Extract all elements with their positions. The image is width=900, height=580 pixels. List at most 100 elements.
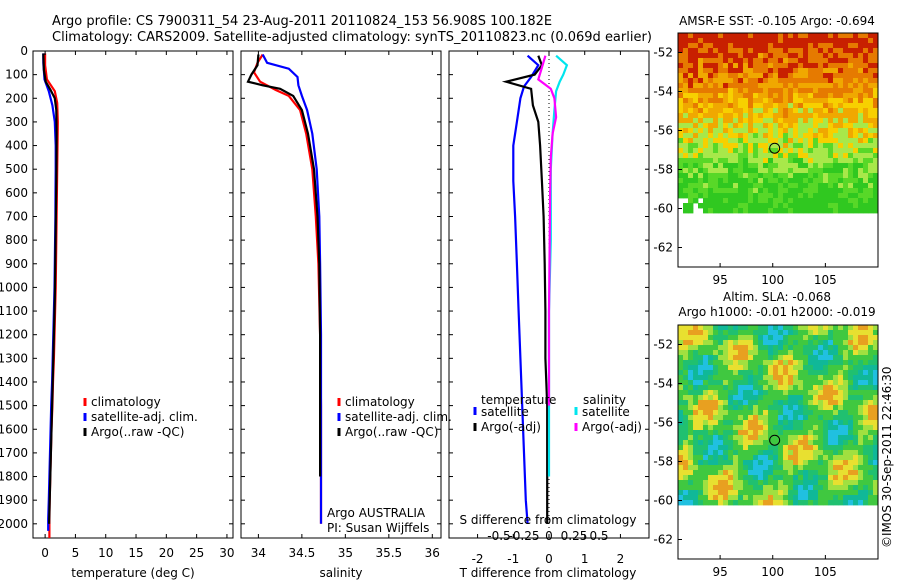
map-cell	[828, 500, 834, 506]
map-cell	[818, 340, 824, 346]
map-cell	[728, 370, 734, 376]
map-cell	[793, 470, 799, 476]
map-cell	[793, 128, 799, 134]
map-cell	[718, 365, 724, 371]
map-cell	[873, 345, 879, 351]
map-cell	[778, 193, 784, 199]
map-cell	[783, 103, 789, 109]
map-cell	[683, 43, 689, 49]
map-cell	[763, 148, 769, 154]
map-cell	[678, 158, 684, 164]
map-cell	[698, 385, 704, 391]
map-cell	[833, 43, 839, 49]
map-cell	[708, 345, 714, 351]
map-cell	[738, 375, 744, 381]
map-cell	[768, 335, 774, 341]
credit-label: ©IMOS 30-Sep-2011 22:46:30	[880, 366, 894, 548]
map-cell	[838, 183, 844, 189]
map-cell	[803, 485, 809, 491]
map-cell	[843, 335, 849, 341]
map-cell	[838, 148, 844, 154]
map-cell	[798, 163, 804, 169]
map-cell	[853, 415, 859, 421]
map-cell	[763, 445, 769, 451]
map-cell	[783, 168, 789, 174]
map-cell	[873, 68, 879, 74]
map-cell	[758, 490, 764, 496]
map-cell	[753, 118, 759, 124]
map-cell	[743, 143, 749, 149]
map-cell	[748, 480, 754, 486]
map-cell	[743, 103, 749, 109]
map-cell	[833, 350, 839, 356]
map-cell	[858, 113, 864, 119]
map-cell	[733, 98, 739, 104]
map-cell	[803, 400, 809, 406]
map-cell	[693, 370, 699, 376]
map-cell	[828, 163, 834, 169]
map-cell	[753, 475, 759, 481]
map-cell	[743, 53, 749, 59]
map-cell	[818, 500, 824, 506]
map-cell	[683, 330, 689, 336]
map-cell	[788, 173, 794, 179]
map-cell	[743, 340, 749, 346]
map-cell	[748, 475, 754, 481]
map-cell	[858, 208, 864, 214]
map-cell	[823, 345, 829, 351]
map-cell	[708, 395, 714, 401]
map-cell	[813, 98, 819, 104]
map-cell	[848, 325, 854, 331]
map-cell	[763, 193, 769, 199]
map-cell	[678, 68, 684, 74]
map-cell	[763, 48, 769, 54]
map-cell	[853, 118, 859, 124]
map-cell	[853, 490, 859, 496]
legend-label: Argo(-adj)	[481, 420, 541, 434]
map-cell	[723, 88, 729, 94]
map-cell	[863, 450, 869, 456]
map-cell	[753, 445, 759, 451]
map-cell	[773, 173, 779, 179]
map-cell	[803, 188, 809, 194]
map-cell	[813, 385, 819, 391]
map-cell	[873, 83, 879, 89]
map-cell	[828, 430, 834, 436]
map-cell	[748, 395, 754, 401]
map-cell	[838, 128, 844, 134]
map-cell	[853, 495, 859, 501]
map-cell	[863, 118, 869, 124]
map-cell	[783, 455, 789, 461]
map-cell	[848, 173, 854, 179]
map-cell	[873, 43, 879, 49]
map-cell	[858, 455, 864, 461]
map-cell	[703, 148, 709, 154]
map-cell	[698, 153, 704, 159]
map-cell	[853, 485, 859, 491]
map-cell	[788, 460, 794, 466]
map-cell	[798, 465, 804, 471]
sst-map-frame	[677, 32, 879, 268]
map-cell	[793, 325, 799, 331]
map-cell	[803, 163, 809, 169]
map-cell	[728, 183, 734, 189]
map-cell	[833, 198, 839, 204]
argo-location-marker	[769, 434, 781, 446]
map-cell	[713, 450, 719, 456]
map-cell	[828, 203, 834, 209]
map-cell	[813, 340, 819, 346]
map-cell	[858, 470, 864, 476]
map-cell	[823, 153, 829, 159]
map-cell	[848, 460, 854, 466]
map-cell	[783, 330, 789, 336]
map-cell	[688, 153, 694, 159]
map-cell	[868, 335, 874, 341]
map-cell	[733, 415, 739, 421]
map-cell	[708, 430, 714, 436]
map-cell	[738, 345, 744, 351]
map-cell	[773, 350, 779, 356]
map-cell	[808, 435, 814, 441]
map-cell	[783, 440, 789, 446]
map-cell	[788, 375, 794, 381]
map-cell	[813, 58, 819, 64]
